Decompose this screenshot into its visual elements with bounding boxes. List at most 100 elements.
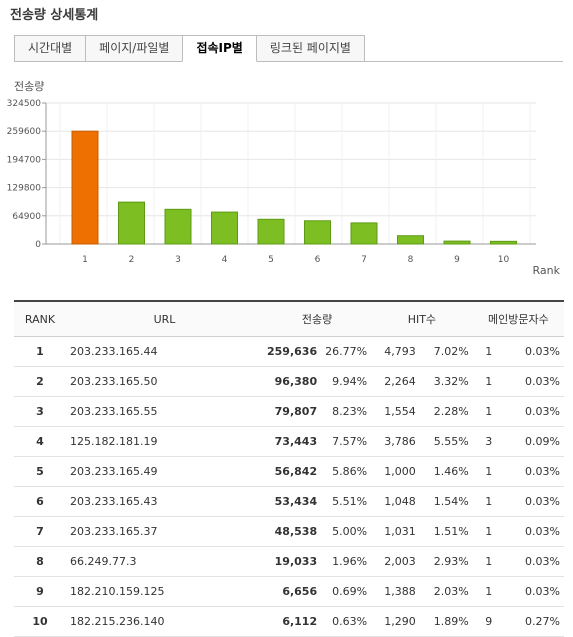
rank-cell: 2 [14,366,66,397]
y-tick-label: 259600 [7,127,42,137]
hits-percent-cell: 7.02% [419,336,473,367]
rank-cell: 8 [14,546,66,577]
table-row: 6 203.233.165.43 53,434 5.51% 1,048 1.54% 1 0.0… [14,486,564,517]
x-tick-label: 3 [175,255,181,265]
rank-cell: 5 [14,456,66,487]
x-tick-label: 1 [82,255,88,265]
table-row: 7 203.233.165.37 48,538 5.00% 1,031 1.51% 1 0.0… [14,516,564,547]
tab-hourly[interactable]: 시간대별 [14,35,87,62]
rank-cell: 6 [14,486,66,517]
url-cell: 182.215.236.140 [66,606,263,637]
url-cell: 203.233.165.49 [66,456,263,487]
traffic-percent-cell: 5.51% [321,486,372,517]
bar-rank-10 [490,240,517,245]
traffic-cell: 73,443 [263,426,322,457]
table-row: 10 182.215.236.140 6,112 0.63% 1,290 1.89% 9 0.… [14,606,564,637]
col-main-visitors-header[interactable]: 메인방문자수 [472,300,564,337]
main-visitors-percent-cell: 0.03% [496,516,564,547]
bar-rank-5 [257,218,285,245]
hits-cell: 3,786 [371,426,420,457]
main-visitors-percent-cell: 0.27% [496,606,564,637]
bar-rank-9 [443,240,471,245]
hits-percent-cell: 2.03% [419,576,473,607]
traffic-cell: 96,380 [263,366,322,397]
main-visitors-percent-cell: 0.03% [496,546,564,577]
table-header-row: RANK URL 전송량 HIT수 메인방문자수 [14,300,564,337]
traffic-percent-cell: 1.96% [321,546,372,577]
url-cell: 203.233.165.37 [66,516,263,547]
traffic-percent-cell: 7.57% [321,426,372,457]
hits-cell: 2,003 [371,546,420,577]
traffic-bar-chart: 전송량 0 64900 129800 194700 259600 324500 1 2 3 4 5 6 7… [7,80,561,277]
hits-cell: 1,290 [371,606,420,637]
traffic-cell: 6,112 [263,606,322,637]
col-hits-header[interactable]: HIT수 [371,300,473,337]
main-visitors-percent-cell: 0.03% [496,486,564,517]
table-row: 9 182.210.159.125 6,656 0.69% 1,388 2.03% 1 0.0… [14,576,564,607]
table-row: 4 125.182.181.19 73,443 7.57% 3,786 5.55% 3 0.0… [14,426,564,457]
traffic-percent-cell: 5.00% [321,516,372,547]
traffic-percent-cell: 26.77% [321,336,372,367]
url-cell: 182.210.159.125 [66,576,263,607]
traffic-cell: 56,842 [263,456,322,487]
table-row: 2 203.233.165.50 96,380 9.94% 2,264 3.32% 1 0.0… [14,366,564,397]
hits-cell: 4,793 [371,336,420,367]
main-visitors-cell: 3 [472,426,497,457]
x-tick-label: 6 [315,255,321,265]
main-visitors-cell: 1 [472,546,497,577]
tab-bar: 시간대별 페이지/파일별 접속IP별 링크된 페이지별 [14,35,365,62]
hits-cell: 2,264 [371,366,420,397]
x-tick-label: 8 [408,255,414,265]
main-visitors-percent-cell: 0.09% [496,426,564,457]
rank-cell: 7 [14,516,66,547]
main-visitors-percent-cell: 0.03% [496,336,564,367]
tab-divider [14,61,563,62]
main-visitors-cell: 1 [472,486,497,517]
hits-cell: 1,388 [371,576,420,607]
hits-percent-cell: 1.51% [419,516,473,547]
bar-rank-8 [397,235,424,245]
url-cell: 203.233.165.43 [66,486,263,517]
col-url-header[interactable]: URL [66,300,263,337]
rank-cell: 9 [14,576,66,607]
tab-page-file[interactable]: 페이지/파일별 [85,35,184,62]
rank-cell: 4 [14,426,66,457]
y-tick-label: 194700 [7,155,42,165]
x-tick-label: 7 [361,255,367,265]
hits-cell: 1,554 [371,396,420,427]
main-visitors-cell: 1 [472,396,497,427]
table-row: 5 203.233.165.49 56,842 5.86% 1,000 1.46% 1 0.0… [14,456,564,487]
hits-percent-cell: 1.46% [419,456,473,487]
x-tick-label: 2 [129,255,135,265]
main-visitors-cell: 1 [472,516,497,547]
bar-rank-6 [304,220,331,245]
y-tick-label: 64900 [12,212,41,222]
hits-cell: 1,048 [371,486,420,517]
x-tick-label: 4 [222,255,228,265]
y-tick-label: 129800 [7,184,42,194]
rank-cell: 10 [14,606,66,637]
main-visitors-percent-cell: 0.03% [496,366,564,397]
main-visitors-percent-cell: 0.03% [496,576,564,607]
rank-cell: 3 [14,396,66,427]
col-traffic-header[interactable]: 전송량 [263,300,372,337]
traffic-cell: 6,656 [263,576,322,607]
tab-access-ip[interactable]: 접속IP별 [182,35,257,62]
x-tick-label: 10 [498,255,510,265]
hits-percent-cell: 3.32% [419,366,473,397]
col-rank-header[interactable]: RANK [14,300,66,337]
url-cell: 125.182.181.19 [66,426,263,457]
hits-cell: 1,000 [371,456,420,487]
main-visitors-cell: 1 [472,336,497,367]
traffic-percent-cell: 0.69% [321,576,372,607]
traffic-percent-cell: 9.94% [321,366,372,397]
traffic-cell: 19,033 [263,546,322,577]
table-row: 8 66.249.77.3 19,033 1.96% 2,003 2.93% 1 0.03% [14,546,564,577]
hits-percent-cell: 2.28% [419,396,473,427]
x-tick-label: 5 [268,255,274,265]
bar-rank-4 [211,211,238,245]
tab-linked-page[interactable]: 링크된 페이지별 [255,35,365,62]
traffic-cell: 79,807 [263,396,322,427]
url-cell: 203.233.165.55 [66,396,263,427]
hits-percent-cell: 1.54% [419,486,473,517]
